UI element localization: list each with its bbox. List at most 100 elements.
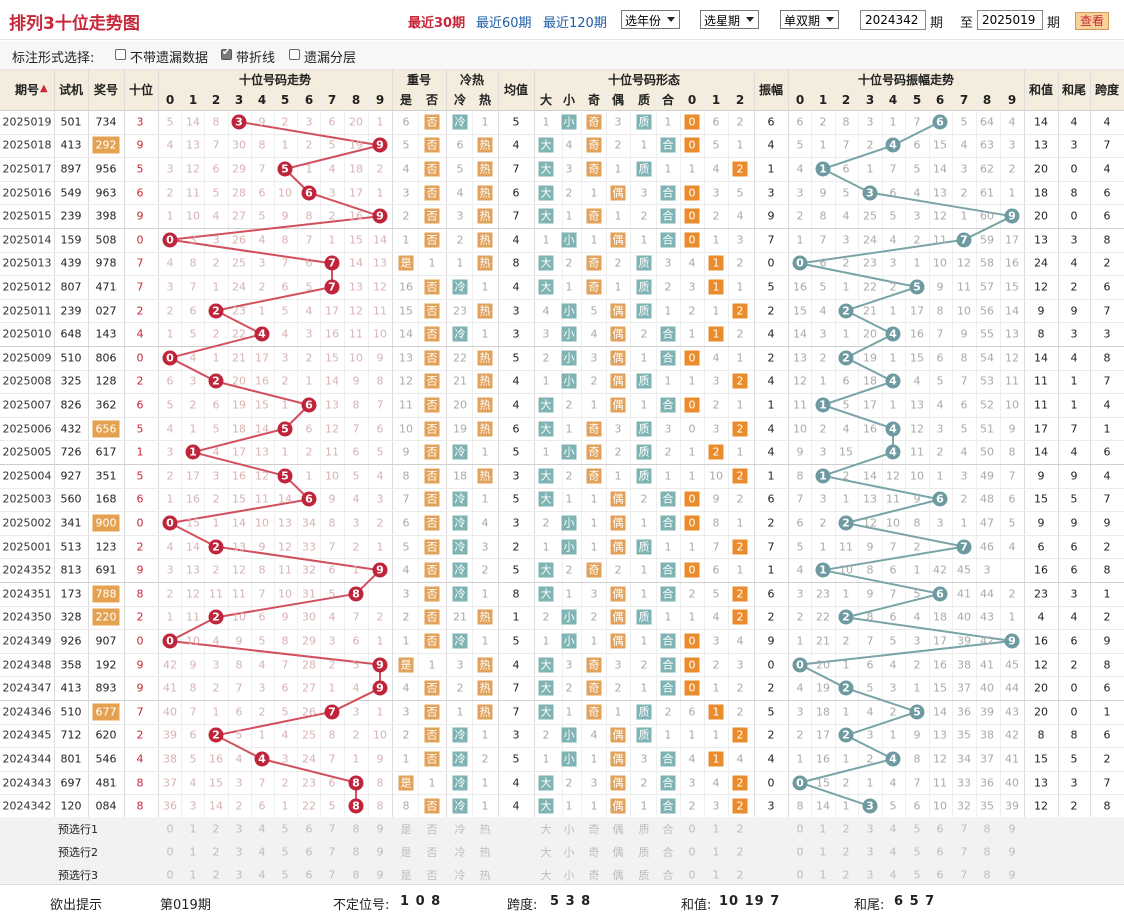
amp-miss-cell-text: 1 [842, 327, 850, 341]
shape-cell-text: 大 [538, 562, 554, 578]
year-select[interactable]: 选年份 [621, 10, 681, 29]
preselect-amp-cell-text: 9 [1008, 822, 1016, 836]
shape-cell-text: 1 [542, 752, 550, 766]
trend-miss-cell-text: 7 [189, 280, 197, 294]
range-link-120[interactable]: 最近120期 [543, 16, 607, 31]
hotcold-cell-text: 22 [453, 351, 467, 365]
repeat-cell-text: 12 [399, 374, 413, 388]
trend-miss-cell-text: 15 [325, 351, 339, 365]
shape-cell-text: 偶 [610, 185, 626, 201]
odd-even-select[interactable]: 单双期 [780, 10, 840, 29]
trend-miss-cell-text: 34 [302, 516, 316, 530]
prize-cell-text: 362 [95, 398, 117, 412]
query-button[interactable]: 查看 [1075, 12, 1109, 30]
shape-cell-text: 3 [640, 752, 648, 766]
shape-cell-text: 3 [590, 776, 598, 790]
tail-cell-text: 7 [1070, 422, 1078, 436]
issue-cell-text: 2025006 [2, 422, 52, 436]
repeat-cell-text: 否 [424, 491, 440, 507]
shape-cell-text: 合 [660, 208, 676, 224]
tail-value: 6 5 7 [894, 894, 936, 909]
trend-miss-cell-text: 2 [166, 304, 174, 318]
amp-ball-text: 2 [838, 680, 854, 696]
trend-miss-cell-text: 5 [352, 469, 360, 483]
amp-line-segment [799, 758, 894, 784]
to-issue-input[interactable] [977, 10, 1043, 30]
avg-cell-text: 3 [512, 728, 520, 742]
checkbox-miss-layer[interactable] [289, 49, 300, 60]
amp-miss-cell-text: 3 [819, 445, 827, 459]
issue-cell-text: 2024345 [2, 728, 52, 742]
prize-cell-text: 788 [92, 585, 120, 603]
repeat-cell-text: 否 [424, 633, 440, 649]
repeat-cell-text: 否 [424, 751, 440, 767]
trend-miss-cell-text: 14 [209, 799, 223, 813]
shape-cell-text: 小 [561, 350, 577, 366]
checkbox-no-miss[interactable] [115, 49, 126, 60]
amp-miss-cell-text: 4 [796, 162, 804, 176]
amp-ball-text: 1 [815, 562, 831, 578]
trend-ball-text: 2 [208, 539, 224, 555]
amp-miss-cell-text: 13 [910, 398, 924, 412]
shape-cell-text: 1 [736, 516, 744, 530]
amp-miss-cell-text: 4 [889, 233, 897, 247]
trend-miss-cell-text: 23 [302, 776, 316, 790]
sub-col-divider [811, 90, 812, 884]
amp-miss-cell-text: 1 [842, 705, 850, 719]
range-link-30[interactable]: 最近30期 [408, 16, 466, 31]
shape-cell-text: 2 [732, 303, 748, 319]
trend-ball-text: 0 [162, 350, 178, 366]
repeat-cell-text: 否 [424, 421, 440, 437]
position-value: 1 0 8 [400, 894, 442, 909]
range-link-60[interactable]: 最近60期 [476, 16, 532, 31]
trend-miss-cell-text: 18 [232, 422, 246, 436]
trend-miss-cell-text: 1 [305, 374, 313, 388]
shape-cell-text: 4 [688, 752, 696, 766]
tenth-cell-text: 5 [136, 469, 144, 483]
trend-miss-cell-text: 29 [302, 634, 316, 648]
shape-cell-text: 小 [561, 515, 577, 531]
trend-miss-cell-text: 8 [189, 256, 197, 270]
shape-cell-text: 1 [565, 587, 573, 601]
trend-miss-cell-text: 2 [212, 256, 220, 270]
span-cell-text: 6 [1103, 728, 1111, 742]
trend-line-segment [238, 120, 381, 147]
avg-cell-text: 3 [512, 304, 520, 318]
amp-miss-cell-text: 17 [933, 634, 947, 648]
header-amp-digit: 8 [982, 93, 992, 107]
tail-cell-text: 0 [1070, 162, 1078, 176]
header-amp: 振幅 [758, 83, 783, 97]
shape-cell-text: 2 [732, 798, 748, 814]
avg-cell-text: 5 [512, 634, 520, 648]
sort-arrows-icon[interactable]: ▲ [40, 83, 48, 94]
trend-ball-text: 4 [254, 326, 270, 342]
shiji-cell-text: 726 [60, 445, 82, 459]
amp-cell-text: 7 [767, 540, 775, 554]
weekday-select[interactable]: 选星期 [700, 10, 760, 29]
amp-miss-cell-text: 34 [957, 752, 971, 766]
shape-cell-text: 2 [614, 256, 622, 270]
preselect-trend-cell-text: 9 [376, 868, 384, 882]
issue-cell-text: 2024350 [2, 610, 52, 624]
avg-cell-text: 7 [512, 705, 520, 719]
tail-cell-text: 2 [1070, 658, 1078, 672]
trend-ball-text: 0 [162, 515, 178, 531]
trend-miss-cell-text: 17 [255, 351, 269, 365]
shape-cell-text: 1 [640, 516, 648, 530]
shape-cell-text: 3 [590, 587, 598, 601]
trend-miss-cell-text: 13 [373, 256, 387, 270]
trend-line-segment [215, 710, 333, 737]
trend-miss-cell-text: 2 [376, 162, 384, 176]
col-divider [754, 70, 755, 884]
amp-cell-text: 4 [767, 445, 775, 459]
checkbox-polyline[interactable] [221, 47, 232, 60]
trend-miss-cell-text: 5 [166, 115, 174, 129]
shiji-cell-text: 697 [60, 776, 82, 790]
amp-line-segment [845, 687, 918, 713]
preselect-amp-cell-text: 3 [866, 845, 874, 859]
trend-line-segment [169, 238, 333, 265]
from-issue-input[interactable] [860, 10, 926, 30]
shape-cell-text: 1 [688, 728, 696, 742]
trend-miss-cell-text: 2 [281, 115, 289, 129]
amp-miss-cell-text: 1 [819, 138, 827, 152]
